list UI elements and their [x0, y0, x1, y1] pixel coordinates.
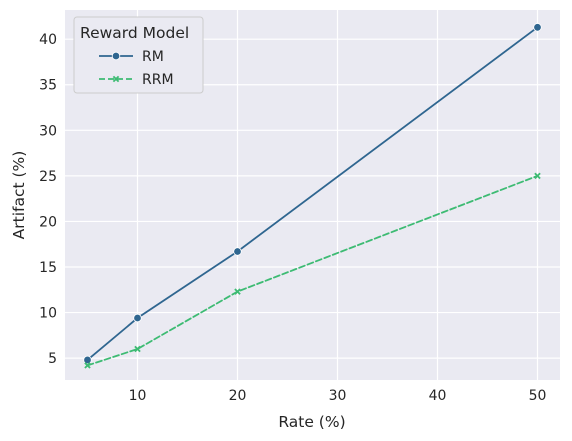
series-line-rm	[86, 26, 539, 361]
x-axis-label: Rate (%)	[278, 413, 345, 431]
marker-stroke	[234, 288, 241, 295]
marker-stroke	[534, 172, 541, 180]
legend-marker-rrm	[112, 75, 120, 83]
legend: Reward Model RM RRM	[73, 16, 204, 94]
x-tick-labels: 10 20 30 40 50	[129, 388, 547, 404]
data-point-rrm	[134, 345, 141, 353]
y-axis-label: Artifact (%)	[10, 151, 28, 240]
x-tick-label: 30	[329, 388, 347, 404]
legend-marker-rm	[111, 51, 121, 61]
legend-label-rrm: RRM	[142, 72, 174, 88]
y-tick-label: 25	[39, 169, 57, 185]
data-point-rm	[133, 313, 142, 323]
y-tick-label: 35	[39, 78, 57, 94]
marker-stroke	[84, 362, 91, 369]
legend-box	[73, 16, 204, 94]
legend-label-rm: RM	[142, 49, 164, 65]
data-point-rrm	[534, 172, 541, 180]
y-tick-label: 5	[48, 351, 57, 367]
x-tick-label: 50	[529, 388, 547, 404]
y-tick-label: 30	[39, 123, 57, 139]
y-tick-label: 20	[39, 214, 57, 230]
data-point-rrm	[84, 362, 91, 369]
marker-stroke	[134, 345, 141, 353]
legend-entry-rrm: RRM	[99, 72, 174, 88]
y-tick-label: 15	[39, 260, 57, 276]
data-point-rm	[233, 247, 242, 256]
marker-stroke	[112, 75, 120, 83]
data-point-rm	[533, 23, 542, 32]
y-tick-label: 10	[39, 306, 57, 322]
x-tick-label: 20	[229, 388, 247, 404]
x-tick-label: 10	[129, 388, 147, 404]
data-point-rm	[83, 355, 92, 365]
x-tick-label: 40	[429, 388, 447, 404]
legend-entry-rm: RM	[99, 49, 164, 65]
grid-lines	[65, 10, 560, 380]
series-line-rrm	[86, 174, 539, 367]
series-layer	[83, 23, 542, 369]
legend-title: Reward Model	[80, 24, 189, 42]
y-tick-labels: 5 10 15 20 25 30 35 40	[39, 32, 57, 367]
y-tick-label: 40	[39, 32, 57, 48]
data-point-rrm	[234, 288, 241, 295]
